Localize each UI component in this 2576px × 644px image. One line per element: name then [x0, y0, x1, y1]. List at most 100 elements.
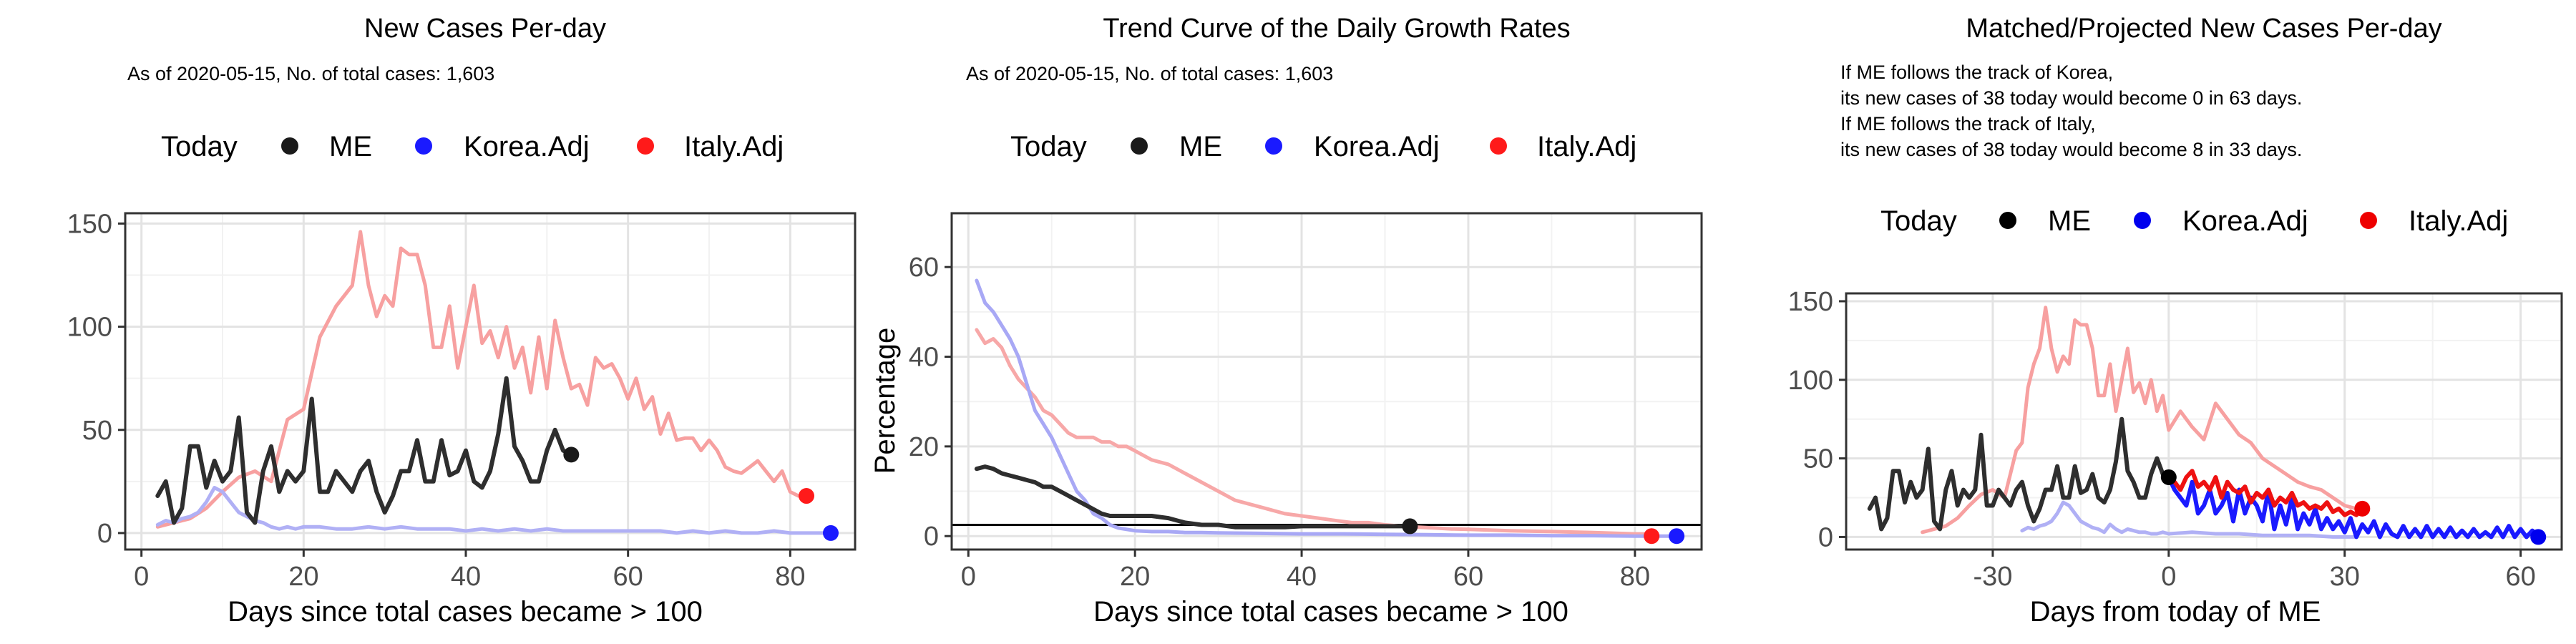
- plot-background: [125, 213, 855, 550]
- x-tick-label: 0: [2161, 562, 2176, 592]
- today-point-korea-adj: [1669, 528, 1685, 545]
- today-point-korea-adj: [823, 525, 839, 541]
- series-line-italy-adj: [975, 328, 1654, 536]
- grid-lines: [125, 213, 855, 550]
- series-line-me: [155, 376, 574, 525]
- legend-label-italy: Italy.Adj: [1537, 131, 1636, 162]
- axis-ticks: -30 0 30 60 0 50 100 150: [1788, 287, 2536, 592]
- legend-title: Today: [1010, 131, 1087, 162]
- x-tick-label: -30: [1973, 562, 2012, 592]
- plot-area: 0 20 40 60 80 0 50 100 150: [67, 209, 857, 592]
- legend-key-italy: [1490, 137, 1507, 155]
- panel-subtitle: As of 2020-05-15, No. of total cases: 1,…: [127, 63, 494, 84]
- legend-label-korea: Korea.Adj: [1314, 131, 1440, 162]
- today-point-me: [1402, 518, 1418, 535]
- series-line-korea-adj-projected: [2166, 475, 2541, 540]
- x-axis-label: Days since total cases became > 100: [228, 596, 703, 628]
- today-points: [1402, 518, 1685, 545]
- y-tick-label: 150: [1788, 287, 1833, 317]
- series-lines: [1867, 306, 2541, 540]
- series-line-italy-adj-projected: [2166, 469, 2365, 517]
- legend-key-korea: [1265, 137, 1282, 155]
- x-tick-label: 80: [775, 562, 805, 592]
- x-tick-label: 40: [451, 562, 481, 592]
- x-tick-label: 0: [961, 562, 976, 592]
- series-line-korea-adj: [975, 278, 1679, 538]
- legend-key-korea: [2134, 212, 2151, 229]
- panel-subtitle: If ME follows the track of Korea, its ne…: [1840, 62, 2302, 160]
- x-tick-label: 60: [1453, 562, 1483, 592]
- series-line-italy-adj-matched-past: [1921, 306, 2358, 535]
- subtitle-line: its new cases of 38 today would become 8…: [1840, 139, 2302, 160]
- legend-label-me: ME: [329, 131, 372, 162]
- y-tick-label: 40: [909, 343, 939, 373]
- legend-key-italy: [637, 137, 654, 155]
- legend: Today ME Korea.Adj Italy.Adj: [161, 131, 784, 162]
- series-line-me: [1867, 416, 2171, 532]
- panel-growth-rates: Trend Curve of the Daily Growth Rates As…: [869, 14, 1703, 628]
- legend-label-korea: Korea.Adj: [2182, 205, 2308, 237]
- x-tick-label: 0: [134, 562, 149, 592]
- series-line-italy-adj: [155, 230, 809, 529]
- today-point-italy-adj: [2354, 500, 2371, 517]
- legend-label-me: ME: [2048, 205, 2091, 237]
- axis-ticks: 0 20 40 60 80 0 20 40 60: [909, 253, 1650, 592]
- x-tick-label: 20: [288, 562, 318, 592]
- series-line-me: [974, 464, 1413, 530]
- legend-key-korea: [415, 137, 432, 155]
- today-point-italy-adj: [1644, 528, 1660, 545]
- series-line-korea-adj: [155, 486, 833, 535]
- plot-area: -30 0 30 60 0 50 100 150: [1788, 287, 2563, 592]
- y-tick-label: 0: [924, 522, 939, 552]
- plot-frame: [124, 212, 857, 551]
- plot-frame: [950, 212, 1703, 551]
- subtitle-line: If ME follows the track of Korea,: [1840, 62, 2113, 83]
- legend-label-italy: Italy.Adj: [2409, 205, 2508, 237]
- legend: Today ME Korea.Adj Italy.Adj: [1880, 205, 2508, 237]
- y-tick-label: 0: [1818, 522, 1833, 552]
- y-tick-label: 20: [909, 432, 939, 462]
- legend-key-me: [1999, 212, 2016, 229]
- subtitle-line: If ME follows the track of Italy,: [1840, 113, 2096, 135]
- x-axis-label: Days from today of ME: [2030, 596, 2321, 628]
- legend-label-me: ME: [1179, 131, 1222, 162]
- legend-title: Today: [1880, 205, 1957, 237]
- panel-title: New Cases Per-day: [364, 14, 606, 44]
- plot-frame: [1845, 292, 2563, 551]
- legend-key-me: [1131, 137, 1148, 155]
- panel-title: Matched/Projected New Cases Per-day: [1966, 14, 2441, 44]
- legend-key-italy: [2360, 212, 2377, 229]
- today-points: [2160, 469, 2547, 545]
- grid-lines: [952, 213, 1702, 550]
- x-tick-label: 60: [613, 562, 643, 592]
- y-tick-label: 150: [67, 209, 112, 239]
- legend-key-me: [281, 137, 298, 155]
- plot-area: 0 20 40 60 80 0 20 40 60: [909, 212, 1703, 592]
- x-tick-label: 60: [2505, 562, 2535, 592]
- x-tick-label: 40: [1287, 562, 1317, 592]
- subtitle-line: its new cases of 38 today would become 0…: [1840, 87, 2302, 109]
- legend-title: Today: [161, 131, 238, 162]
- legend: Today ME Korea.Adj Italy.Adj: [1010, 131, 1636, 162]
- today-points: [563, 447, 839, 541]
- today-point-korea-adj: [2530, 529, 2547, 545]
- series-line-korea-adj-matched-past: [2020, 500, 2358, 539]
- x-tick-label: 30: [2330, 562, 2360, 592]
- panel-title: Trend Curve of the Daily Growth Rates: [1103, 14, 1570, 44]
- panel-new-cases: New Cases Per-day As of 2020-05-15, No. …: [67, 14, 857, 628]
- y-tick-label: 50: [82, 416, 112, 446]
- axis-ticks: 0 20 40 60 80 0 50 100 150: [67, 209, 806, 592]
- plot-background: [952, 213, 1702, 550]
- x-tick-label: 20: [1120, 562, 1150, 592]
- y-tick-label: 100: [67, 313, 112, 343]
- grid-lines: [1846, 293, 2562, 550]
- y-tick-label: 0: [97, 519, 112, 549]
- plot-background: [1846, 293, 2562, 550]
- panel-subtitle: As of 2020-05-15, No. of total cases: 1,…: [966, 63, 1333, 84]
- today-point-me: [563, 447, 580, 463]
- legend-label-korea: Korea.Adj: [464, 131, 590, 162]
- series-lines: [952, 278, 1702, 538]
- panel-matched-projected: Matched/Projected New Cases Per-day If M…: [1788, 14, 2563, 628]
- y-tick-label: 50: [1803, 444, 1833, 474]
